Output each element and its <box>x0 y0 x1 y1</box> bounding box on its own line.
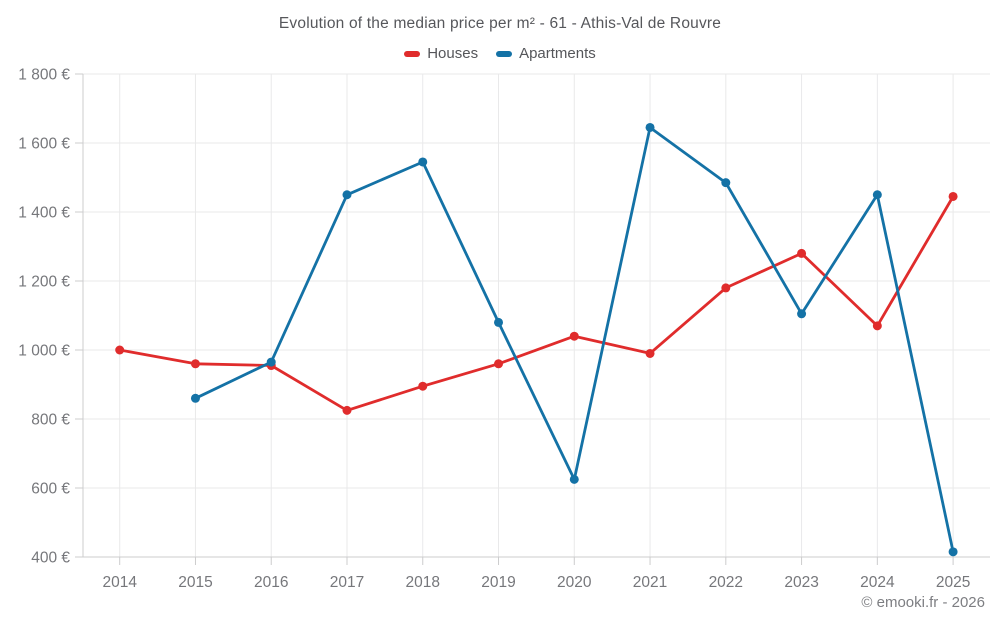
apartments-point-2025[interactable] <box>948 547 958 557</box>
apartments-point-2024[interactable] <box>872 190 882 200</box>
chart-legend: Houses Apartments <box>0 45 1000 62</box>
y-tick-label-800: 800 € <box>31 412 70 429</box>
houses-legend-swatch <box>404 50 421 57</box>
legend-item-apartments[interactable]: Apartments <box>496 45 596 62</box>
apartments-point-2015[interactable] <box>190 393 200 403</box>
y-tick-label-1400: 1 400 € <box>18 205 70 222</box>
apartments-point-2018[interactable] <box>418 157 428 167</box>
legend-item-houses[interactable]: Houses <box>404 45 478 62</box>
y-tick-label-600: 600 € <box>31 481 70 498</box>
x-tick-label-2014: 2014 <box>102 574 137 591</box>
houses-point-2015[interactable] <box>190 359 200 369</box>
apartments-point-2021[interactable] <box>645 122 655 132</box>
apartments-point-2016[interactable] <box>266 357 276 367</box>
houses-point-2020[interactable] <box>569 331 579 341</box>
houses-point-2023[interactable] <box>797 248 807 258</box>
x-tick-label-2019: 2019 <box>481 574 515 591</box>
apartments-legend-swatch <box>496 50 513 57</box>
x-tick-label-2015: 2015 <box>178 574 212 591</box>
apartments-point-2017[interactable] <box>342 190 352 200</box>
houses-line <box>118 195 955 412</box>
x-tick-label-2023: 2023 <box>784 574 818 591</box>
houses-point-2017[interactable] <box>342 405 352 415</box>
y-tick-label-1600: 1 600 € <box>18 136 70 153</box>
x-tick-label-2020: 2020 <box>557 574 592 591</box>
houses-point-2024[interactable] <box>872 321 882 331</box>
apartments-point-2023[interactable] <box>797 309 807 319</box>
apartments-legend-label: Apartments <box>519 45 596 62</box>
x-tick-label-2025: 2025 <box>936 574 970 591</box>
chart-title: Evolution of the median price per m² - 6… <box>278 15 722 32</box>
houses-point-2019[interactable] <box>494 359 504 369</box>
apartments-point-2020[interactable] <box>569 474 579 484</box>
houses-point-2018[interactable] <box>418 381 428 391</box>
x-tick-label-2021: 2021 <box>633 574 667 591</box>
y-tick-label-1800: 1 800 € <box>18 67 70 84</box>
y-tick-label-1200: 1 200 € <box>18 274 70 291</box>
apartments-point-2022[interactable] <box>721 178 731 188</box>
houses-point-2014[interactable] <box>115 345 125 355</box>
houses-legend-label: Houses <box>427 45 479 62</box>
x-tick-label-2016: 2016 <box>254 574 288 591</box>
apartments-point-2019[interactable] <box>494 317 504 327</box>
x-tick-label-2017: 2017 <box>330 574 364 591</box>
x-tick-label-2024: 2024 <box>860 574 895 591</box>
x-tick-label-2022: 2022 <box>709 574 743 591</box>
houses-point-2022[interactable] <box>721 283 731 293</box>
houses-point-2025[interactable] <box>948 191 958 201</box>
y-tick-label-1000: 1 000 € <box>18 343 70 360</box>
y-tick-label-400: 400 € <box>31 550 70 567</box>
x-tick-label-2018: 2018 <box>406 574 440 591</box>
attribution: © emooki.fr - 2026 <box>861 594 985 611</box>
houses-point-2021[interactable] <box>645 348 655 358</box>
